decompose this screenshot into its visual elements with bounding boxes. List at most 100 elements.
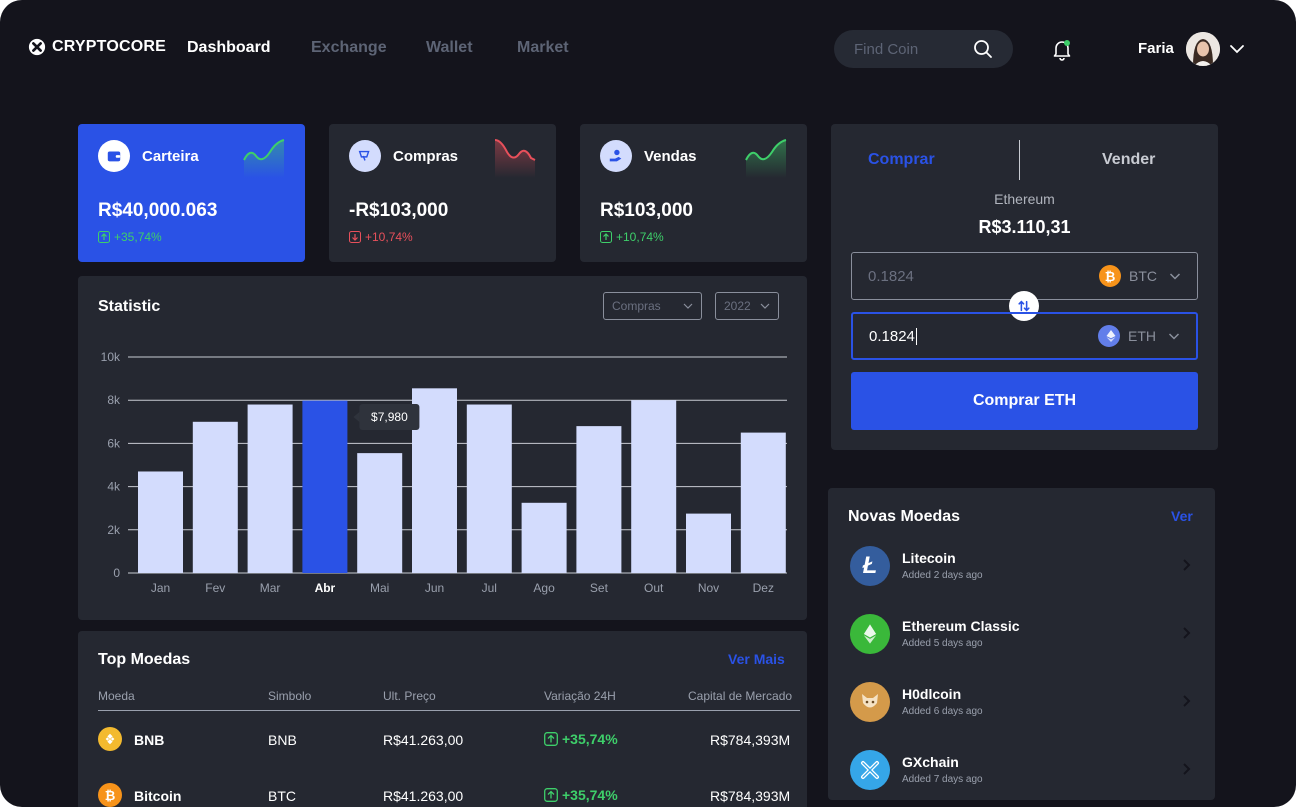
bar-fev[interactable] bbox=[192, 421, 238, 573]
bar-jul[interactable] bbox=[466, 404, 512, 573]
to-amount-value[interactable]: 0.1824 bbox=[869, 327, 917, 345]
stat-value: R$103,000 bbox=[600, 200, 693, 221]
chevron-right-icon[interactable] bbox=[1180, 626, 1192, 640]
tab-vender[interactable]: Vender bbox=[1102, 151, 1156, 168]
nav-dashboard[interactable]: Dashboard bbox=[187, 39, 271, 56]
filter-type-value: Compras bbox=[612, 299, 661, 313]
brand-logo[interactable]: CRYPTOCORE bbox=[28, 38, 166, 56]
stat-change: +35,74% bbox=[98, 230, 162, 244]
bnb-icon bbox=[98, 727, 122, 751]
filter-type-select[interactable]: Compras bbox=[603, 292, 702, 320]
new-coins-panel: Novas Moedas Ver Ł Litecoin Added 2 days… bbox=[828, 488, 1215, 800]
bar-set[interactable] bbox=[576, 426, 622, 573]
list-item[interactable]: Ł Litecoin Added 2 days ago bbox=[828, 546, 1215, 602]
table-row[interactable]: ₿ Bitcoin BTC R$41.263,00 +35,74% R$784,… bbox=[78, 780, 807, 807]
stat-card-vendas[interactable]: Vendas R$103,000 +10,74% bbox=[580, 124, 807, 262]
swap-button[interactable] bbox=[1009, 291, 1039, 321]
x-tick-label: Abr bbox=[315, 581, 336, 595]
x-tick-label: Set bbox=[590, 581, 609, 595]
stat-title: Carteira bbox=[142, 148, 199, 165]
search-input[interactable]: Find Coin bbox=[854, 40, 919, 58]
bar-jun[interactable] bbox=[412, 388, 457, 573]
chevron-right-icon[interactable] bbox=[1180, 558, 1192, 572]
bar-abr[interactable] bbox=[302, 400, 348, 573]
chevron-down-icon bbox=[1169, 273, 1181, 280]
bar-out[interactable] bbox=[631, 400, 677, 573]
coin-change-text: +35,74% bbox=[562, 787, 618, 803]
list-item[interactable]: H0dlcoin Added 6 days ago bbox=[828, 682, 1215, 738]
chevron-down-icon[interactable] bbox=[1229, 41, 1245, 57]
column-header: Moeda bbox=[98, 689, 135, 703]
filter-year-select[interactable]: 2022 bbox=[715, 292, 779, 320]
top-coins-title: Top Moedas bbox=[98, 651, 191, 668]
y-tick-label: 6k bbox=[107, 436, 121, 450]
arrow-down-icon bbox=[349, 231, 361, 243]
chevron-right-icon[interactable] bbox=[1180, 694, 1192, 708]
chevron-down-icon bbox=[760, 303, 770, 309]
coin-market-cap: R$784,393M bbox=[710, 732, 791, 748]
y-tick-label: 4k bbox=[107, 480, 121, 494]
column-header: Simbolo bbox=[268, 689, 312, 703]
to-amount-field[interactable]: 0.1824 ETH bbox=[851, 312, 1198, 360]
y-tick-label: 2k bbox=[107, 523, 121, 537]
coin-price: R$41.263,00 bbox=[383, 788, 464, 804]
bitcoin-icon: ₿ bbox=[98, 783, 122, 807]
bar-ago[interactable] bbox=[521, 502, 567, 573]
wallet-icon bbox=[98, 140, 130, 172]
coin-price: R$41.263,00 bbox=[383, 732, 464, 748]
table-row[interactable]: BNB BNB R$41.263,00 +35,74% R$784,393M bbox=[78, 724, 807, 754]
coin-added-date: Added 2 days ago bbox=[902, 570, 983, 581]
statistic-chart: 0 2k 4k 6k 8k 10k Jan Fev Mar Abr Mai Jun Jul Ago Set O… bbox=[101, 350, 787, 595]
nav-wallet[interactable]: Wallet bbox=[426, 39, 473, 56]
nav-market[interactable]: Market bbox=[517, 39, 569, 56]
stat-title: Compras bbox=[393, 148, 459, 165]
y-tick-label: 0 bbox=[113, 566, 120, 580]
arrow-up-icon bbox=[544, 788, 558, 802]
from-amount-value[interactable]: 0.1824 bbox=[868, 267, 914, 285]
coin-added-date: Added 7 days ago bbox=[902, 774, 983, 785]
tooltip-box bbox=[359, 404, 420, 430]
from-currency-label: BTC bbox=[1129, 268, 1157, 284]
ethereum-icon bbox=[1098, 325, 1120, 347]
buy-eth-button[interactable]: Comprar ETH bbox=[851, 372, 1198, 430]
coin-change: +35,74% bbox=[544, 787, 618, 803]
list-item[interactable]: GXchain Added 7 days ago bbox=[828, 750, 1215, 806]
chevron-right-icon[interactable] bbox=[1180, 762, 1192, 776]
to-currency-select[interactable]: ETH bbox=[1098, 325, 1180, 347]
search-box[interactable]: Find Coin bbox=[834, 30, 1013, 68]
x-tick-label: Fev bbox=[205, 581, 225, 595]
bar-mai[interactable] bbox=[357, 453, 403, 573]
avatar-portrait-icon bbox=[1186, 32, 1220, 66]
stat-card-carteira[interactable]: Carteira R$40,000.063 +35,74% bbox=[78, 124, 305, 262]
search-icon[interactable] bbox=[973, 39, 993, 59]
bar-mar[interactable] bbox=[247, 404, 293, 573]
avatar[interactable] bbox=[1186, 32, 1220, 66]
selected-coin-price: R$3.110,31 bbox=[978, 217, 1071, 237]
stat-change-text: +10,74% bbox=[616, 230, 664, 244]
tooltip-value: $7,980 bbox=[371, 410, 408, 424]
arrow-up-icon bbox=[544, 732, 558, 746]
litecoin-icon: Ł bbox=[850, 546, 890, 586]
bar-nov[interactable] bbox=[686, 513, 731, 573]
tab-comprar[interactable]: Comprar bbox=[868, 151, 935, 168]
from-currency-select[interactable]: ₿ BTC bbox=[1099, 265, 1181, 287]
swap-arrows-icon bbox=[1018, 300, 1030, 312]
nav-exchange[interactable]: Exchange bbox=[311, 39, 387, 56]
list-item[interactable]: Ethereum Classic Added 5 days ago bbox=[828, 614, 1215, 670]
bell-icon[interactable] bbox=[1050, 37, 1074, 61]
see-more-link[interactable]: Ver Mais bbox=[728, 651, 785, 667]
coin-name: GXchain bbox=[902, 754, 959, 770]
stat-change: +10,74% bbox=[600, 230, 664, 244]
ethereum-classic-icon bbox=[850, 614, 890, 654]
sparkline-up-icon bbox=[243, 139, 285, 178]
user-name[interactable]: Faria bbox=[1138, 40, 1174, 57]
x-tick-label: Jun bbox=[425, 581, 444, 595]
bar-jan[interactable] bbox=[138, 471, 183, 573]
h0dlcoin-icon bbox=[850, 682, 890, 722]
see-all-link[interactable]: Ver bbox=[1171, 508, 1193, 524]
bar-dez[interactable] bbox=[740, 432, 786, 573]
logo-icon bbox=[28, 38, 46, 56]
stat-card-compras[interactable]: Compras -R$103,000 +10,74% bbox=[329, 124, 556, 262]
stat-change-text: +35,74% bbox=[114, 230, 162, 244]
x-tick-label: Mar bbox=[260, 581, 281, 595]
